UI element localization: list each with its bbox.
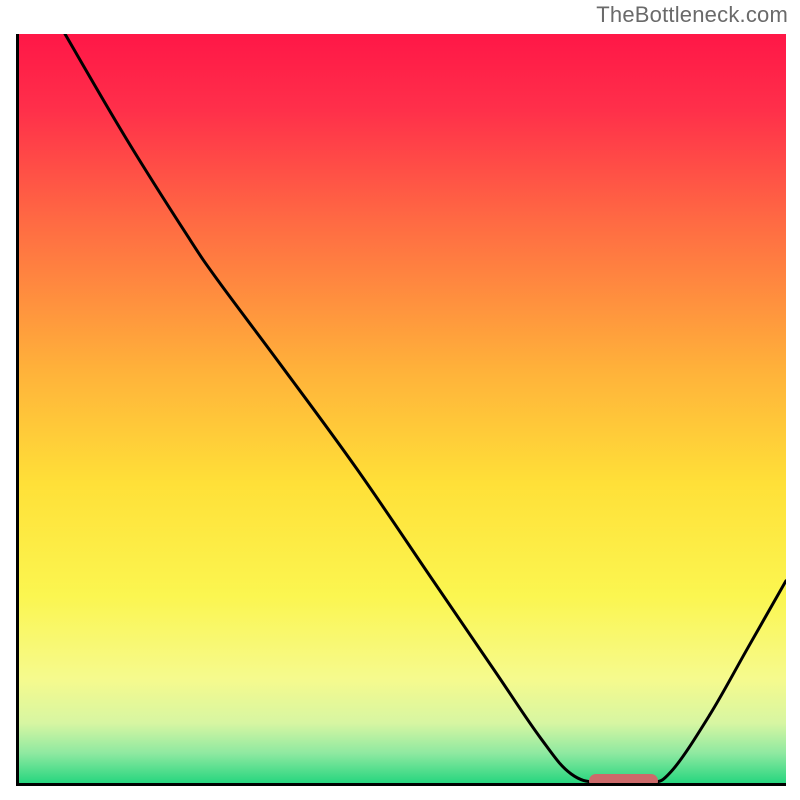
bottleneck-curve (19, 34, 786, 783)
chart-plot-area (16, 34, 786, 786)
watermark-text: TheBottleneck.com (596, 2, 788, 28)
optimal-range-marker (589, 774, 658, 786)
